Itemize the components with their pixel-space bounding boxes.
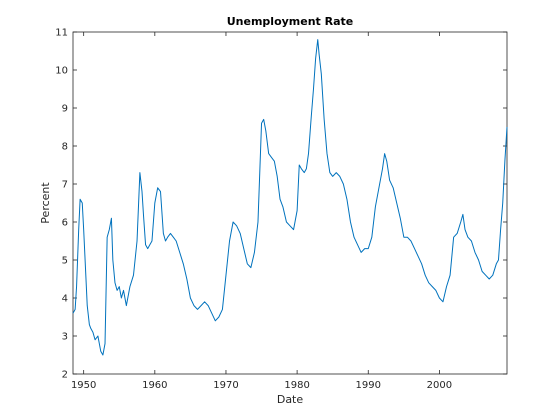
x-tick-label: 1960 [142,380,167,391]
y-tick-label: 6 [62,218,68,229]
y-axis-label: Percent [39,182,52,224]
y-tick-label: 8 [62,142,68,153]
y-tick-label: 2 [62,370,68,381]
y-axis: 2 3 4 5 6 7 8 9 10 11 [55,28,507,381]
x-tick-label: 1990 [356,380,381,391]
plot-area: 1950 1960 1970 1980 1990 2000 2 3 4 5 6 7 8 9 10 11 [55,28,508,391]
series-line-unemployment [72,39,508,356]
axes-box [72,31,508,375]
y-tick-label: 11 [55,28,68,39]
x-tick-label: 1950 [71,380,96,391]
y-tick-label: 9 [62,104,68,115]
chart-title: Unemployment Rate [227,15,354,28]
x-axis-label: Date [277,393,304,406]
y-tick-label: 4 [62,294,68,305]
y-tick-label: 3 [62,332,68,343]
x-tick-label: 1980 [284,380,309,391]
x-axis: 1950 1960 1970 1980 1990 2000 [71,32,452,391]
x-tick-label: 1970 [213,380,238,391]
y-tick-label: 7 [62,180,68,191]
y-tick-label: 5 [62,256,68,267]
x-tick-label: 2000 [427,380,452,391]
y-tick-label: 10 [55,66,68,77]
